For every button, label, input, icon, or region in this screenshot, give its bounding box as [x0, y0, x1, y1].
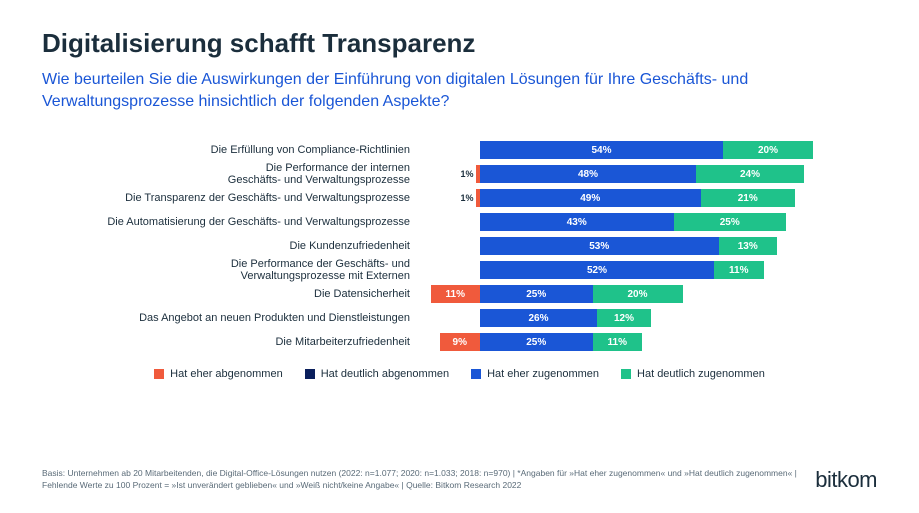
row-label: Die Transparenz der Geschäfts- und Verwa…: [42, 192, 420, 205]
legend-label: Hat deutlich zugenommen: [637, 368, 765, 380]
bar-seg-pos-dark: 21%: [701, 189, 796, 207]
bar-seg-pos-dark: 11%: [714, 261, 764, 279]
chart-row: Die Performance der Geschäfts- undVerwal…: [42, 258, 877, 282]
bar-seg-pos-light: 48%: [480, 165, 696, 183]
bar-seg-pos-dark: 20%: [593, 285, 683, 303]
legend-swatch: [154, 369, 164, 379]
bar-seg-pos-dark: 24%: [696, 165, 804, 183]
bar-seg-pos-light: 25%: [480, 333, 593, 351]
row-label: Die Automatisierung der Geschäfts- und V…: [42, 216, 420, 229]
legend-label: Hat deutlich abgenommen: [321, 368, 449, 380]
row-label: Die Erfüllung von Compliance-Richtlinien: [42, 144, 420, 157]
chart-row: Die Performance der internenGeschäfts- u…: [42, 162, 877, 186]
chart-row: Die Transparenz der Geschäfts- und Verwa…: [42, 186, 877, 210]
row-bars: 1%48%24%: [420, 165, 840, 183]
row-bars: 53%13%: [420, 237, 840, 255]
bar-seg-pos-light: 52%: [480, 261, 714, 279]
bitkom-logo: bitkom: [815, 467, 877, 493]
row-bars: 54%20%: [420, 141, 840, 159]
row-label: Die Kundenzufriedenheit: [42, 240, 420, 253]
row-label: Die Mitarbeiterzufriedenheit: [42, 336, 420, 349]
bar-seg-pos-dark: 20%: [723, 141, 813, 159]
row-bars: 26%12%: [420, 309, 840, 327]
legend-label: Hat eher abgenommen: [170, 368, 283, 380]
bar-seg-neg-light: 11%: [431, 285, 481, 303]
legend: Hat eher abgenommen Hat deutlich abgenom…: [42, 368, 877, 380]
legend-swatch: [471, 369, 481, 379]
row-label: Die Performance der internenGeschäfts- u…: [42, 162, 420, 187]
footnote: Basis: Unternehmen ab 20 Mitarbeitenden,…: [42, 468, 799, 491]
bar-seg-pos-light: 43%: [480, 213, 674, 231]
row-bars: 1%49%21%: [420, 189, 840, 207]
chart-title: Digitalisierung schafft Transparenz: [42, 28, 877, 59]
row-label: Die Performance der Geschäfts- undVerwal…: [42, 258, 420, 283]
bar-seg-pos-light: 54%: [480, 141, 723, 159]
chart-subtitle: Wie beurteilen Sie die Auswirkungen der …: [42, 69, 822, 112]
legend-label: Hat eher zugenommen: [487, 368, 599, 380]
bar-seg-pos-light: 26%: [480, 309, 597, 327]
page: Digitalisierung schafft Transparenz Wie …: [0, 0, 919, 513]
row-label: Das Angebot an neuen Produkten und Diens…: [42, 312, 420, 325]
row-bars: 11%25%20%: [420, 285, 840, 303]
bar-seg-pos-light: 49%: [480, 189, 701, 207]
bar-seg-pos-light: 53%: [480, 237, 719, 255]
chart-row: Das Angebot an neuen Produkten und Diens…: [42, 306, 877, 330]
legend-item-pos-dark: Hat deutlich zugenommen: [621, 368, 765, 380]
chart-row: Die Erfüllung von Compliance-Richtlinien…: [42, 138, 877, 162]
legend-item-neg-dark: Hat deutlich abgenommen: [305, 368, 449, 380]
bar-seg-pos-dark: 12%: [597, 309, 651, 327]
bar-seg-pos-dark: 11%: [593, 333, 643, 351]
stacked-bar-chart: Die Erfüllung von Compliance-Richtlinien…: [42, 138, 877, 354]
row-bars: 9%25%11%: [420, 333, 840, 351]
legend-item-neg-light: Hat eher abgenommen: [154, 368, 283, 380]
bar-seg-pos-light: 25%: [480, 285, 593, 303]
chart-row: Die Automatisierung der Geschäfts- und V…: [42, 210, 877, 234]
chart-row: Die Kundenzufriedenheit53%13%: [42, 234, 877, 258]
chart-row: Die Datensicherheit11%25%20%: [42, 282, 877, 306]
row-bars: 43%25%: [420, 213, 840, 231]
bar-seg-neg-light: 9%: [440, 333, 481, 351]
row-label: Die Datensicherheit: [42, 288, 420, 301]
bar-seg-pos-dark: 13%: [719, 237, 778, 255]
chart-row: Die Mitarbeiterzufriedenheit9%25%11%: [42, 330, 877, 354]
legend-item-pos-light: Hat eher zugenommen: [471, 368, 599, 380]
bar-seg-pos-dark: 25%: [674, 213, 787, 231]
row-bars: 52%11%: [420, 261, 840, 279]
legend-swatch: [305, 369, 315, 379]
legend-swatch: [621, 369, 631, 379]
